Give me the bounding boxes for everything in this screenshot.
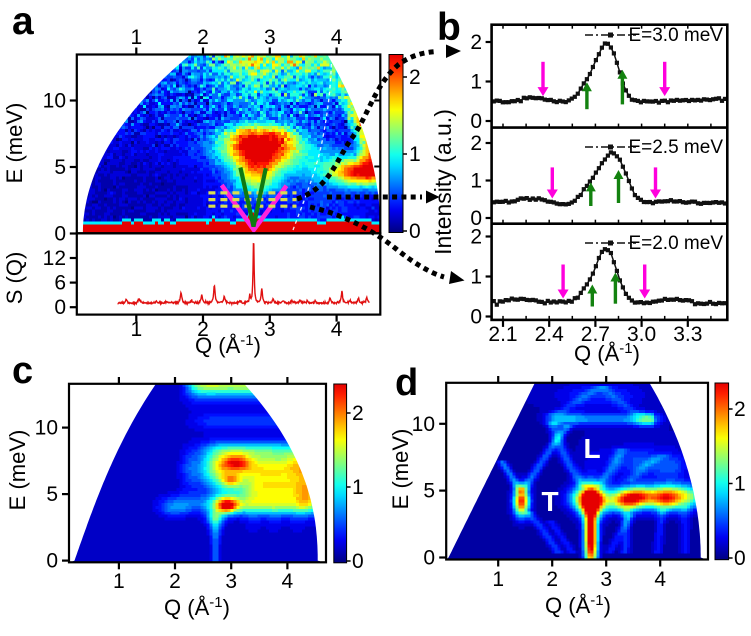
svg-text:2: 2 [546, 568, 558, 591]
svg-text:E=2.5 meV: E=2.5 meV [628, 137, 723, 158]
svg-text:2.7: 2.7 [581, 323, 610, 346]
svg-text:1: 1 [470, 266, 482, 289]
svg-text:1: 1 [470, 71, 482, 94]
svg-text:S (Q): S (Q) [2, 252, 27, 305]
svg-text:1: 1 [492, 568, 504, 591]
svg-text:5: 5 [46, 483, 58, 506]
svg-text:5: 5 [423, 480, 435, 503]
svg-text:3: 3 [225, 570, 237, 593]
svg-text:b: b [437, 6, 461, 49]
svg-text:E (meV): E (meV) [2, 103, 27, 184]
svg-text:1: 1 [734, 473, 746, 496]
svg-text:c: c [12, 350, 33, 392]
svg-text:2: 2 [470, 132, 482, 155]
svg-text:1: 1 [409, 143, 421, 166]
svg-text:0: 0 [470, 110, 482, 133]
svg-text:2: 2 [470, 226, 482, 249]
svg-text:0: 0 [470, 207, 482, 230]
svg-text:0: 0 [352, 550, 364, 573]
svg-text:2: 2 [352, 402, 364, 425]
svg-text:1: 1 [130, 26, 142, 49]
svg-text:3.3: 3.3 [673, 323, 702, 346]
svg-text:1: 1 [130, 318, 142, 341]
svg-text:0: 0 [423, 547, 435, 570]
svg-text:3.0: 3.0 [627, 323, 656, 346]
svg-text:4: 4 [654, 568, 666, 591]
svg-text:2: 2 [734, 398, 746, 421]
svg-text:2: 2 [169, 570, 181, 593]
svg-text:d: d [395, 362, 418, 404]
svg-text:a: a [12, 0, 34, 43]
svg-text:10: 10 [412, 413, 435, 436]
svg-text:L: L [583, 433, 600, 464]
svg-text:Intensity (a.u.): Intensity (a.u.) [430, 109, 456, 255]
svg-text:10: 10 [43, 90, 66, 113]
svg-text:E=3.0 meV: E=3.0 meV [628, 25, 723, 46]
svg-text:3: 3 [600, 568, 612, 591]
svg-text:10: 10 [35, 417, 58, 440]
svg-text:2: 2 [197, 318, 209, 341]
svg-text:T: T [541, 486, 558, 517]
svg-text:5: 5 [54, 156, 66, 179]
svg-text:4: 4 [282, 570, 294, 593]
svg-text:0: 0 [46, 550, 58, 573]
svg-text:0: 0 [54, 296, 66, 319]
svg-text:4: 4 [331, 26, 343, 49]
svg-text:2: 2 [470, 31, 482, 54]
svg-text:E (meV): E (meV) [5, 430, 30, 511]
svg-text:E=2.0 meV: E=2.0 meV [628, 233, 723, 254]
svg-text:0: 0 [734, 547, 746, 570]
svg-text:2.4: 2.4 [535, 323, 565, 346]
svg-text:2: 2 [409, 66, 421, 89]
svg-text:Q (Å-1): Q (Å-1) [574, 340, 640, 367]
svg-text:E (meV): E (meV) [388, 429, 413, 510]
svg-text:6: 6 [54, 272, 66, 295]
svg-text:2.1: 2.1 [488, 323, 517, 346]
svg-text:0: 0 [54, 223, 66, 246]
svg-text:2: 2 [197, 26, 209, 49]
svg-text:0: 0 [409, 220, 421, 243]
svg-text:1: 1 [113, 570, 125, 593]
svg-text:3: 3 [264, 26, 276, 49]
svg-text:1: 1 [470, 170, 482, 193]
svg-text:0: 0 [470, 306, 482, 329]
svg-text:4: 4 [331, 318, 343, 341]
svg-text:3: 3 [264, 318, 276, 341]
svg-text:12: 12 [43, 247, 66, 270]
svg-text:1: 1 [352, 476, 364, 499]
